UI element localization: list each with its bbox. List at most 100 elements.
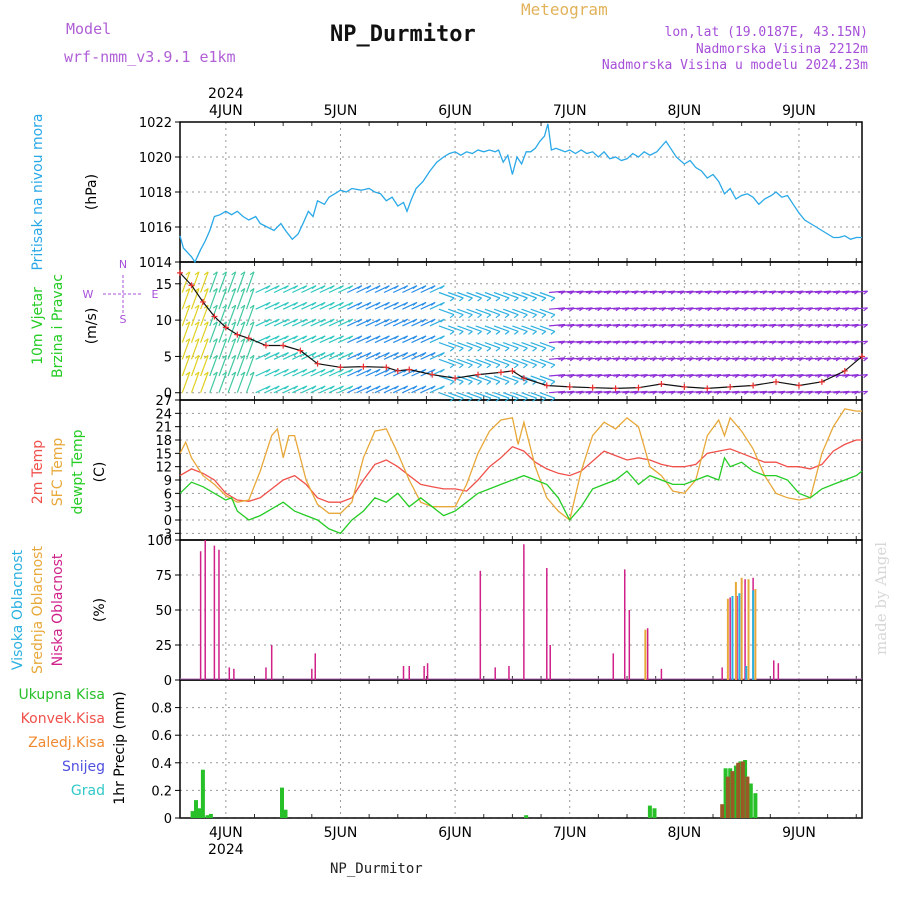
wind-barb-head	[458, 364, 464, 369]
wind-barb	[824, 340, 841, 344]
wind-barb	[227, 288, 237, 310]
wind-barb	[227, 355, 237, 377]
wind-barb	[778, 340, 795, 344]
wind-barb	[686, 290, 703, 294]
wind-barb	[741, 390, 758, 394]
wind-barb	[787, 390, 804, 394]
x-tick-label-bottom: 4JUN	[209, 825, 243, 841]
wind-barb	[659, 374, 676, 377]
wind-speed-marker	[262, 342, 269, 349]
wind-speed-marker	[658, 381, 665, 388]
precip-bar	[748, 783, 753, 818]
wind-barb	[805, 307, 822, 310]
wind-barb-head	[339, 352, 344, 357]
wind-barb-head	[504, 314, 510, 319]
wind-barb-head	[375, 352, 381, 357]
wind-barb	[209, 355, 218, 377]
wind-barb	[457, 392, 473, 399]
wind-barb-head	[185, 321, 191, 326]
temp-2m-line	[179, 439, 862, 503]
wind-barb	[512, 358, 528, 366]
wind-barb	[245, 321, 255, 343]
wind-barb	[686, 374, 703, 377]
wind-barb-head	[486, 381, 492, 385]
wind-barb	[200, 338, 209, 360]
wind-barb-head	[458, 297, 464, 302]
wind-barb-head	[366, 301, 372, 306]
wind-barb-head	[468, 397, 473, 402]
wind-barb	[824, 323, 841, 327]
wind-barb	[218, 371, 228, 393]
wind-barb-head	[249, 288, 255, 292]
wind-barb	[824, 357, 841, 360]
y-tick-label: 18	[155, 434, 172, 449]
wind-speed-marker	[635, 384, 642, 391]
wind-barb	[759, 290, 776, 294]
model-label: Model	[66, 20, 112, 38]
wind-barb-head	[348, 301, 354, 306]
wind-barb-head	[375, 335, 381, 340]
wind-barb-head	[477, 347, 482, 352]
wind-barb-head	[421, 352, 427, 357]
wind-unit: (m/s)	[84, 308, 100, 345]
wind-barb-head	[320, 385, 326, 390]
wind-barb-head	[523, 330, 528, 335]
wind-barb-head	[231, 288, 237, 292]
wind-barb	[732, 307, 749, 310]
wind-barb-head	[185, 354, 191, 359]
wind-barb	[649, 340, 666, 344]
wind-barb-head	[194, 321, 200, 326]
wind-barb	[695, 357, 712, 360]
wind-barb	[457, 291, 473, 299]
wind-barb	[512, 392, 528, 399]
wind-barb	[640, 340, 657, 344]
wind-barb	[842, 357, 859, 360]
wind-barb	[668, 374, 685, 377]
wind-barb-head	[249, 371, 255, 376]
wind-barb	[236, 271, 246, 293]
wind-barb-head	[265, 335, 271, 340]
wind-barb-head	[302, 385, 308, 390]
y-tick-label: 1014	[139, 256, 172, 271]
wind-barb-head	[357, 385, 363, 390]
wind-barb-head	[550, 347, 556, 352]
wind-barb-head	[185, 371, 191, 376]
wind-barb	[218, 338, 228, 360]
wind-barb	[704, 390, 721, 394]
wind-barb	[475, 358, 492, 366]
model-name: wrf-nmm_v3.9.1 e1km	[64, 48, 236, 66]
precip-bar	[728, 768, 733, 818]
wind-barb	[704, 340, 721, 344]
wind-barb	[622, 290, 639, 294]
wind-barb-head	[348, 318, 354, 323]
wind-barb	[502, 392, 519, 399]
wind-barb	[576, 390, 593, 394]
wind-barb	[594, 340, 611, 344]
wind-barb	[245, 371, 255, 393]
wind-speed-marker	[475, 371, 482, 378]
wind-barb	[631, 290, 648, 294]
wind-barb-head	[495, 347, 501, 352]
wind-barb	[677, 307, 694, 310]
wind-barb	[750, 290, 767, 294]
wind-barb-head	[449, 297, 455, 302]
wind-barb	[475, 308, 492, 316]
wind-speed-marker	[589, 384, 596, 391]
wind-barb	[659, 290, 676, 294]
x-tick-label-bottom: 8JUN	[667, 825, 701, 841]
wind-speed-marker	[188, 282, 195, 289]
x-tick-label-top: 6JUN	[438, 103, 472, 119]
wind-barb-head	[440, 301, 445, 306]
wind-speed-marker	[750, 382, 757, 389]
wind-barb	[723, 357, 740, 360]
wind-barb	[484, 375, 501, 383]
station-elevation: Nadmorska Visina 2212m	[695, 42, 868, 57]
x-tick-label-top: 5JUN	[324, 103, 358, 119]
wind-barb	[805, 340, 822, 344]
wind-barb	[484, 325, 501, 332]
wind-barb	[759, 323, 776, 327]
wind-barb	[438, 375, 455, 383]
wind-barb-head	[302, 285, 308, 290]
wind-barb-head	[495, 381, 501, 385]
wind-barb-head	[468, 347, 473, 352]
